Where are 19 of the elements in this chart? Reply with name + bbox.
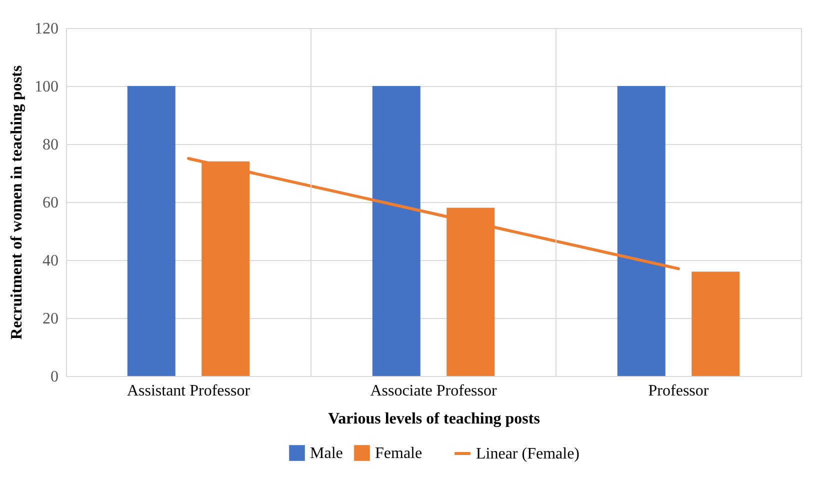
x-axis-title: Various levels of teaching posts	[328, 410, 540, 428]
bar	[617, 86, 666, 376]
bar	[372, 86, 420, 376]
x-tick-label: Professor	[648, 382, 710, 400]
bar	[127, 86, 176, 376]
y-tick-label: 60	[42, 194, 58, 212]
y-tick-label: 20	[42, 310, 58, 328]
y-tick-label: 100	[34, 78, 58, 96]
y-tick-label: 120	[34, 20, 58, 38]
x-tick-label: Assistant Professor	[126, 382, 251, 400]
y-tick-label: 40	[42, 252, 58, 270]
y-tick-label: 80	[42, 136, 58, 154]
bar	[692, 272, 740, 376]
legend-label: Linear (Female)	[476, 446, 580, 462]
x-tick-label: Associate Professor	[370, 382, 498, 400]
legend-label: Female	[375, 445, 422, 462]
legend-label: Male	[310, 445, 343, 462]
y-tick-label: 0	[50, 368, 58, 386]
y-axis-title: Recruitment of women in teaching posts	[8, 65, 26, 340]
